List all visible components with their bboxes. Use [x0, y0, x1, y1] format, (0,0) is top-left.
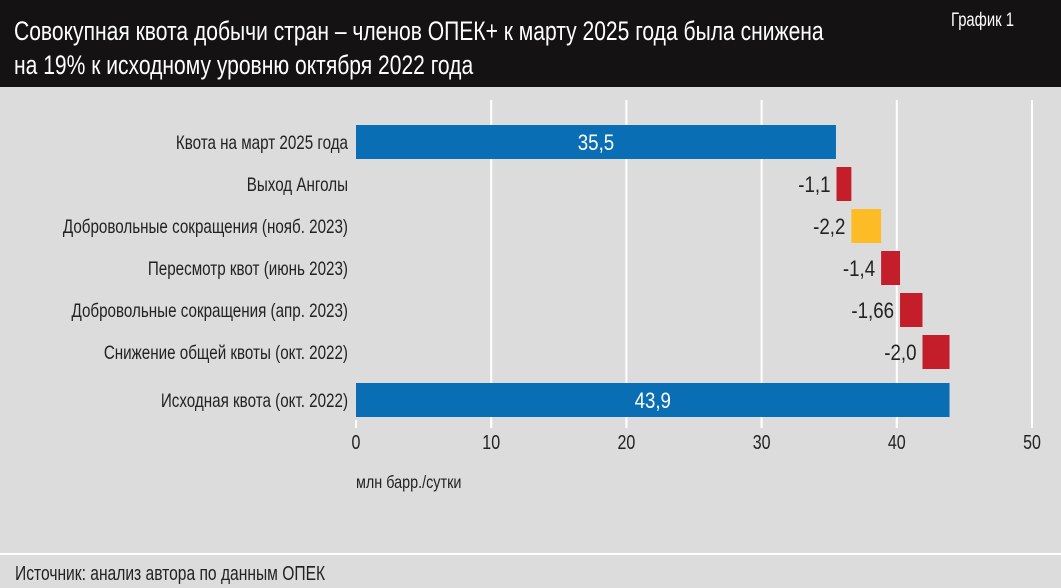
bar [881, 251, 901, 285]
data-label: 43,9 [635, 390, 671, 414]
x-tick-label: 30 [753, 431, 771, 453]
category-label: Снижение общей квоты (окт. 2022) [104, 341, 348, 363]
source-note: Источник: анализ автора по данным ОПЕК [15, 563, 326, 585]
bar [851, 209, 882, 243]
data-label: 35,5 [578, 132, 614, 156]
x-tick-label: 20 [617, 431, 635, 453]
chart-title: Совокупная квота добычи стран – членов О… [14, 14, 1061, 82]
category-label: Добровольные сокращения (нояб. 2023) [63, 215, 348, 237]
data-label: -2,2 [813, 216, 845, 240]
data-label: -1,66 [851, 300, 894, 324]
x-tick-label: 50 [1023, 431, 1041, 453]
category-label: Выход Анголы [247, 173, 348, 195]
x-tick-label: 40 [888, 431, 906, 453]
chart-number-badge: График 1 [951, 10, 1014, 31]
bar [356, 125, 836, 159]
x-tick-label: 10 [482, 431, 500, 453]
bar [922, 335, 950, 369]
title-line-1: Совокупная квота добычи стран – членов О… [14, 16, 824, 46]
category-label: Квота на март 2025 года [176, 131, 349, 153]
x-axis-label: млн барр./сутки [356, 473, 461, 493]
x-tick-label: 0 [352, 431, 361, 453]
divider [0, 553, 1061, 555]
bar [900, 293, 923, 327]
data-label: -1,1 [798, 174, 830, 198]
title-line-2: на 19% к исходному уровню октября 2022 г… [14, 50, 474, 80]
data-label: -1,4 [843, 258, 875, 282]
data-label: -2,0 [884, 342, 916, 366]
category-label: Добровольные сокращения (апр. 2023) [72, 299, 348, 321]
category-label: Исходная квота (окт. 2022) [161, 389, 348, 411]
category-label: Пересмотр квот (июнь 2023) [148, 257, 348, 279]
bar [836, 167, 852, 201]
header: Совокупная квота добычи стран – членов О… [0, 0, 1061, 87]
bar [356, 383, 950, 417]
